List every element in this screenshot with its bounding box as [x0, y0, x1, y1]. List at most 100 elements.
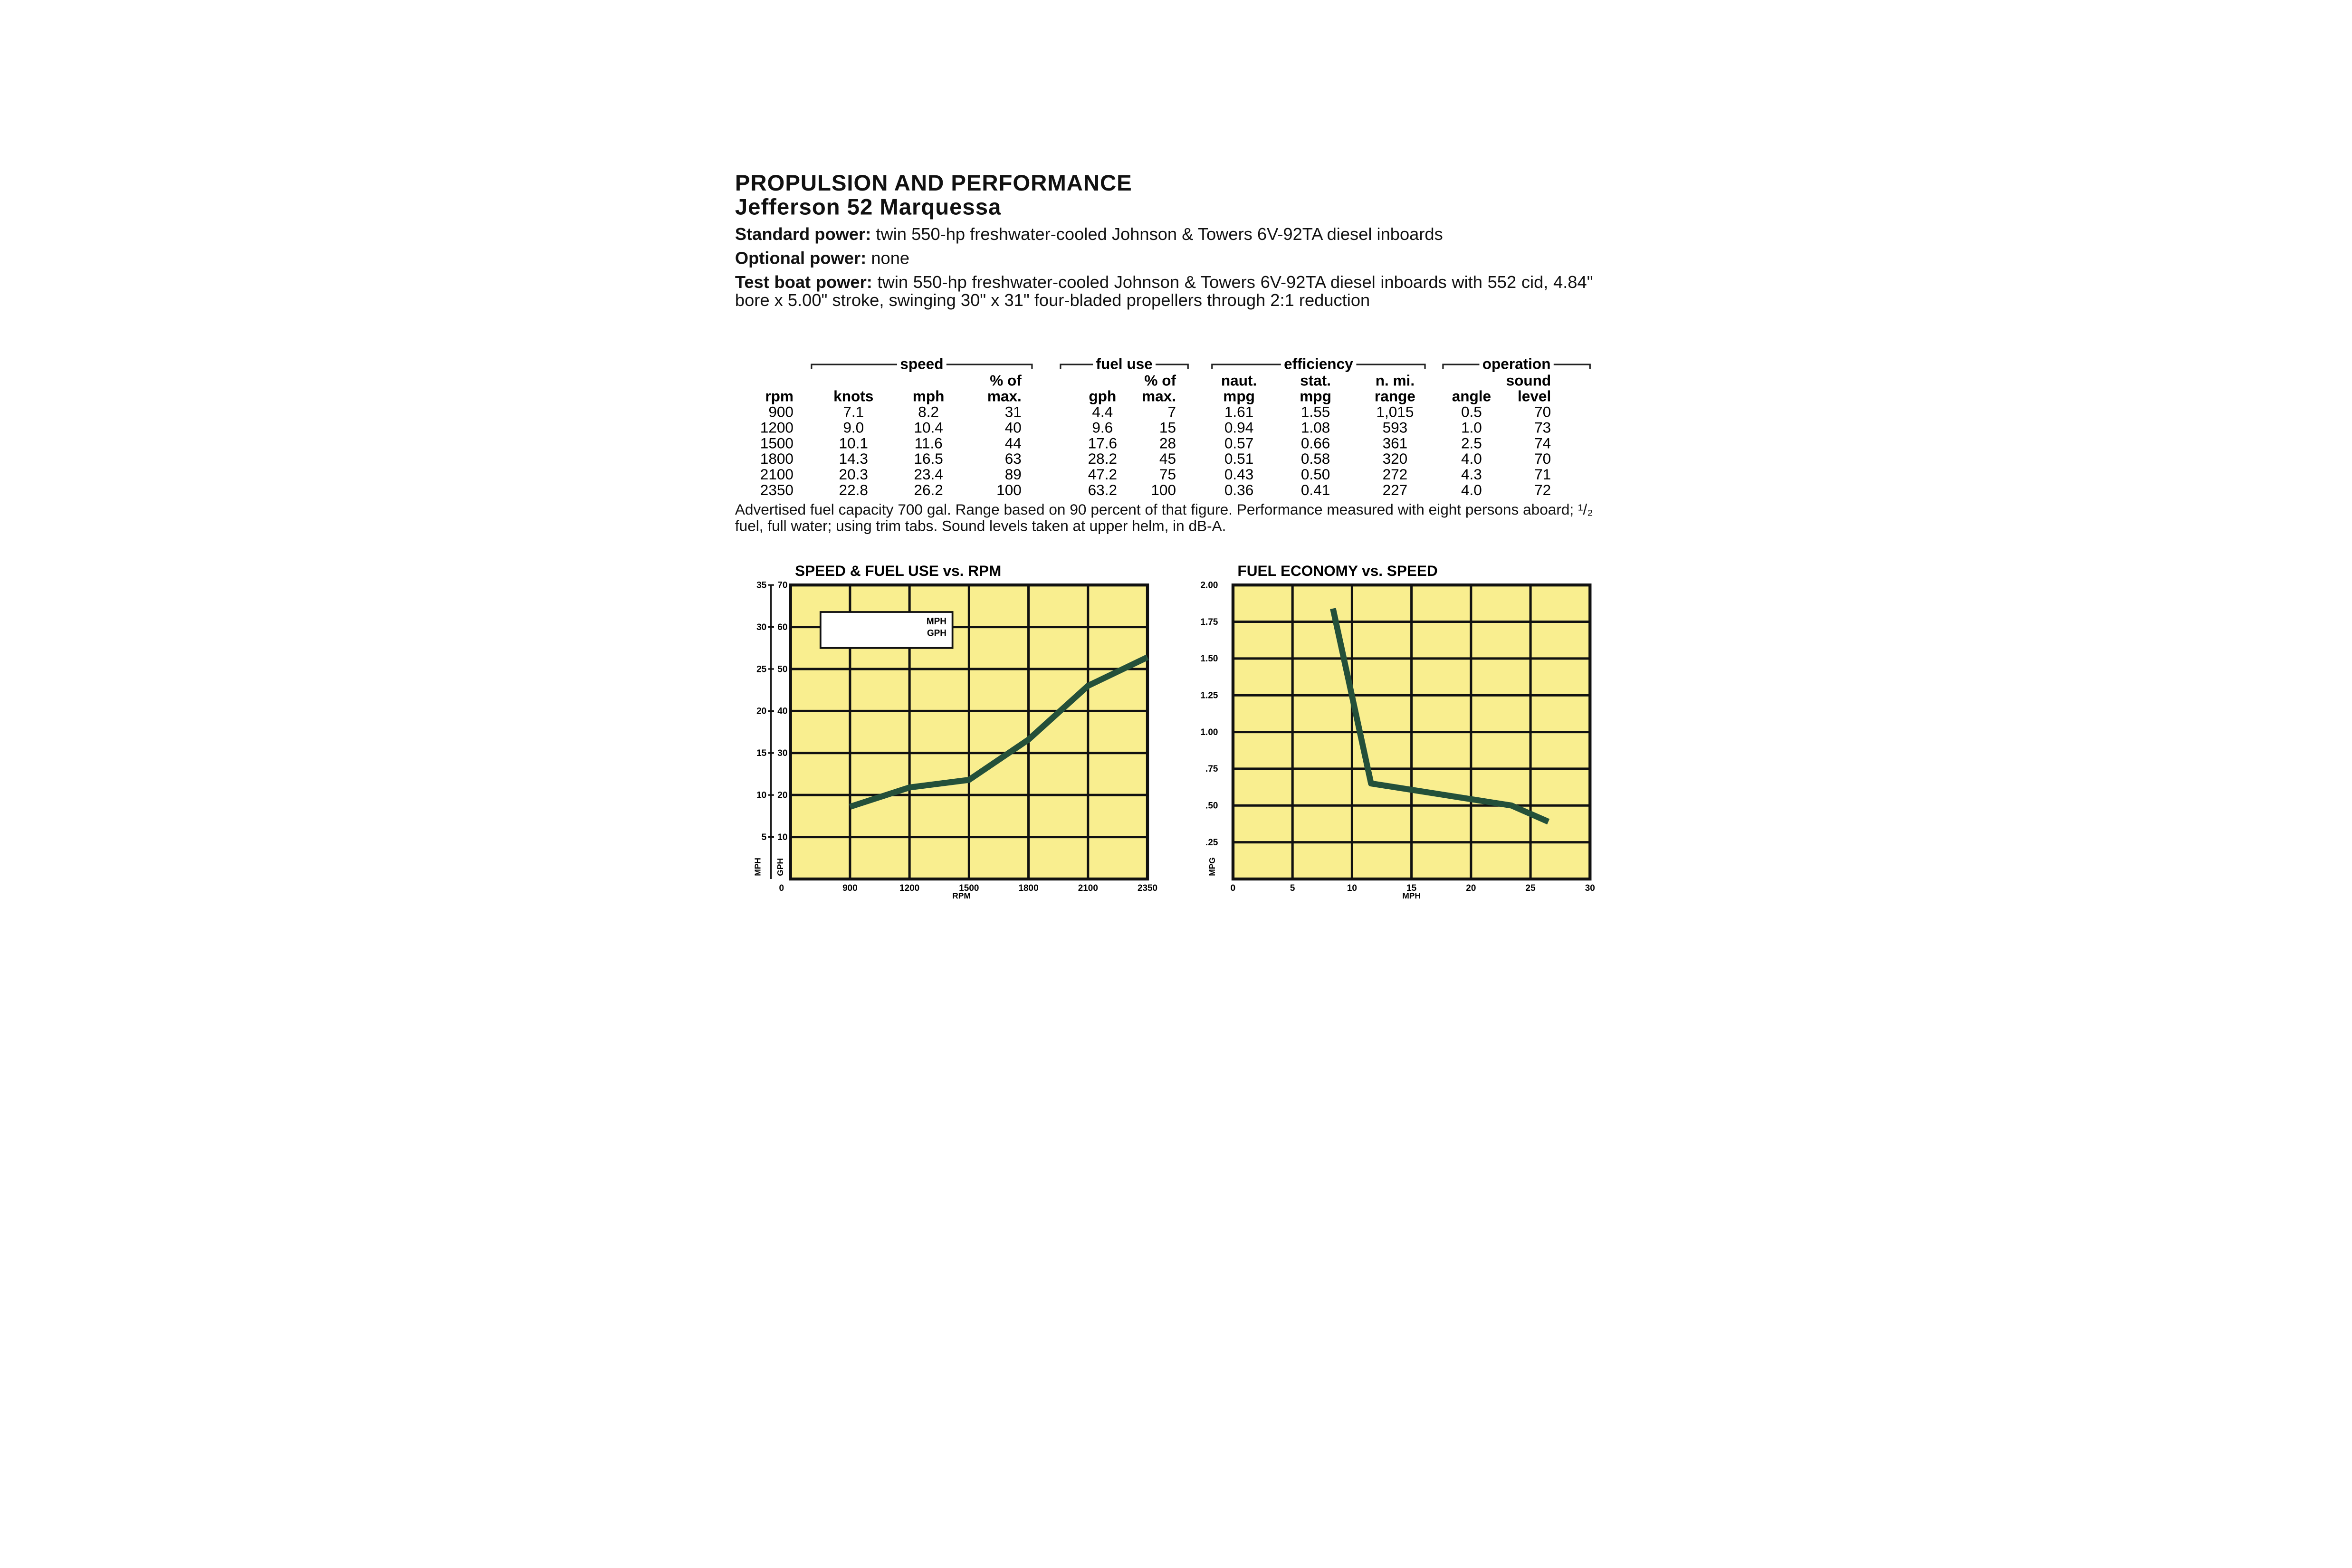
- table-cell: 1.08: [1301, 419, 1330, 436]
- y-tick-label: 30: [756, 622, 766, 632]
- y-tick-label: 1.00: [1201, 727, 1218, 737]
- legend-entry: MPH: [927, 616, 947, 626]
- group-label-bg: [1479, 355, 1554, 373]
- y-tick-label: .75: [1205, 764, 1218, 774]
- table-cell: 2350: [760, 481, 794, 498]
- table-cell: 28.2: [1088, 450, 1117, 467]
- table-cell: 593: [1383, 419, 1408, 436]
- table-cell: 1.55: [1301, 403, 1330, 421]
- column-header: max.: [987, 387, 1022, 404]
- column-header: stat.: [1300, 372, 1331, 389]
- table-cell: 89: [1005, 466, 1022, 483]
- data-line: [849, 654, 1149, 810]
- x-tick-label: 900: [842, 883, 858, 893]
- table-cell: 0.36: [1224, 481, 1253, 498]
- table-cell: 4.0: [1461, 450, 1482, 467]
- table-cell: 1.0: [1461, 419, 1482, 436]
- table-cell: 74: [1534, 434, 1551, 451]
- column-header: n. mi.: [1376, 372, 1415, 389]
- table-cell: 15: [1159, 419, 1176, 436]
- y-tick-label: 10: [756, 790, 766, 800]
- y2-tick-label: 30: [777, 748, 787, 758]
- group-label-bg: [897, 355, 947, 373]
- table-cell: 28: [1159, 434, 1176, 451]
- column-header: mpg: [1300, 387, 1331, 404]
- chart-title: SPEED & FUEL USE vs. RPM: [795, 562, 1001, 579]
- x-tick-label: 2100: [1078, 883, 1098, 893]
- spec-label: Standard power:: [735, 226, 871, 245]
- x-tick-label: 0: [1231, 883, 1236, 893]
- table-cell: 0.66: [1301, 434, 1330, 451]
- table-cell: 71: [1534, 466, 1551, 483]
- y-axis-label: MPG: [1207, 857, 1217, 876]
- column-header: sound: [1506, 372, 1551, 389]
- column-header: gph: [1089, 387, 1116, 404]
- y2-tick-label: 50: [777, 664, 787, 674]
- legend-entry: GPH: [927, 629, 947, 639]
- table-cell: 31: [1005, 403, 1022, 421]
- table-cell: 70: [1534, 403, 1551, 421]
- column-header: rpm: [765, 387, 794, 404]
- spec-text: twin 550-hp freshwater-cooled Johnson & …: [876, 226, 1443, 245]
- table-cell: 1200: [760, 419, 794, 436]
- table-cell: 72: [1534, 481, 1551, 498]
- table-cell: 14.3: [839, 450, 868, 467]
- table-cell: 47.2: [1088, 466, 1117, 483]
- title: PROPULSION AND PERFORMANCE: [735, 171, 1132, 197]
- table-cell: 10.4: [914, 419, 943, 436]
- table-cell: 0.58: [1301, 450, 1330, 467]
- group-label: efficiency: [1284, 355, 1353, 373]
- y-tick-label: .25: [1205, 838, 1218, 848]
- spec: Optional power: none: [735, 250, 1593, 268]
- y-tick-label: 1.50: [1201, 654, 1218, 664]
- spec: Standard power: twin 550-hp freshwater-c…: [735, 227, 1593, 245]
- group-label: speed: [900, 355, 943, 373]
- spec-label: Test boat power:: [735, 274, 872, 293]
- table-cell: 45: [1159, 450, 1176, 467]
- column-header: level: [1518, 387, 1551, 404]
- column-header: knots: [833, 387, 873, 404]
- table-cell: 100: [1151, 481, 1176, 498]
- y-tick-label: 25: [756, 664, 766, 674]
- y2-tick-label: 20: [777, 790, 787, 800]
- table-cell: 900: [768, 403, 794, 421]
- table-cell: 361: [1383, 434, 1408, 451]
- y-tick-label: 1.75: [1201, 617, 1218, 627]
- table-cell: 4.0: [1461, 481, 1482, 498]
- table-cell: 2.5: [1461, 434, 1482, 451]
- table-cell: 0.94: [1224, 419, 1253, 436]
- table-cell: 44: [1005, 434, 1022, 451]
- column-header: range: [1375, 387, 1415, 404]
- group-label: operation: [1482, 355, 1551, 373]
- y-tick-label: 1.25: [1201, 691, 1218, 701]
- data-line: [1330, 608, 1550, 825]
- column-header: % of: [1144, 372, 1176, 389]
- spec: Test boat power: twin 550-hp freshwater-…: [735, 275, 1593, 311]
- article: PROPULSION AND PERFORMANCE Jefferson 52 …: [735, 172, 1593, 310]
- table-cell: 9.6: [1092, 419, 1113, 436]
- column-header: angle: [1452, 387, 1491, 404]
- table-cell: 75: [1159, 466, 1176, 483]
- x-axis-label: RPM: [952, 891, 971, 900]
- table-cell: 16.5: [914, 450, 943, 467]
- y-tick-label: 35: [756, 581, 766, 591]
- y-tick-label: 2.00: [1201, 581, 1218, 591]
- y2-tick-label: 40: [777, 707, 787, 717]
- table-cell: 11.6: [915, 434, 943, 451]
- table-cell: 70: [1534, 450, 1551, 467]
- table-cell: 0.51: [1224, 450, 1253, 467]
- table-cell: 0.43: [1224, 466, 1253, 483]
- table-cell: 7.1: [843, 403, 864, 421]
- y-tick-label: 5: [762, 832, 767, 842]
- table-cell: 272: [1383, 466, 1408, 483]
- table-cell: 0.57: [1224, 434, 1253, 451]
- group-label: fuel use: [1096, 355, 1152, 373]
- chart-title: FUEL ECONOMY vs. SPEED: [1237, 562, 1437, 579]
- x-tick-label: 20: [1466, 883, 1476, 893]
- y-tick-label: 20: [756, 707, 766, 717]
- table-cell: 63.2: [1088, 481, 1117, 498]
- table-cell: 2100: [760, 466, 794, 483]
- note: Advertised fuel capacity 700 gal. Range …: [735, 502, 1593, 535]
- table-cell: 63: [1005, 450, 1022, 467]
